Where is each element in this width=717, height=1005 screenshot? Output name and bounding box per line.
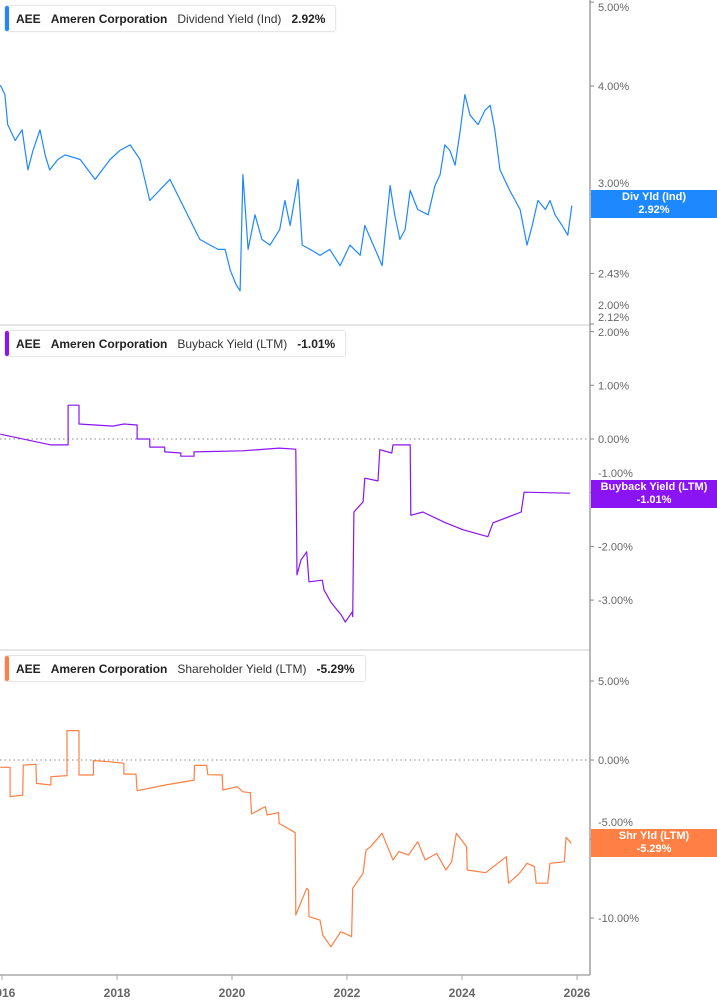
series-color-swatch	[5, 331, 9, 356]
y-tick-label: -1.00%	[598, 468, 633, 480]
legend-value: 2.92%	[291, 11, 326, 26]
legend-company: Ameren Corporation	[50, 661, 168, 676]
y-tick-label: -5.00%	[598, 817, 633, 829]
last-value-badge-shareholder: Shr Yld (LTM) -5.29%	[591, 829, 717, 857]
x-tick-label: 2020	[219, 986, 246, 1000]
y-tick-label: 0.00%	[598, 755, 629, 767]
y-tick-label: 1.00%	[598, 380, 629, 392]
y-tick-label: 0.00%	[598, 434, 629, 446]
series-line-1	[0, 404, 571, 623]
legend-ticker: AEE	[16, 336, 41, 351]
badge-label: Buyback Yield (LTM)	[600, 481, 708, 493]
badge-label: Shr Yld (LTM)	[618, 830, 690, 842]
y-tick-label: 5.00%	[598, 676, 629, 688]
legend-value: -5.29%	[316, 661, 355, 676]
legend-company: Ameren Corporation	[50, 336, 168, 351]
legend-metric: Shareholder Yield (LTM)	[177, 661, 307, 676]
y-tick-label: 2.43%	[598, 268, 629, 280]
x-tick-label: 2016	[0, 986, 16, 1000]
badge-value: 2.92%	[638, 204, 670, 216]
legend-dividend-yield: AEE Ameren Corporation Dividend Yield (I…	[4, 5, 337, 32]
badge-label: Div Yld (Ind)	[622, 191, 686, 203]
legend-metric: Buyback Yield (LTM)	[177, 336, 288, 351]
legend-value: -1.01%	[297, 336, 336, 351]
y-tick-label: -10.00%	[598, 913, 639, 925]
y-tick-label: 3.00%	[598, 178, 629, 190]
badge-value: -5.29%	[636, 843, 672, 855]
x-tick-label: 2018	[104, 986, 131, 1000]
last-value-badge-buyback: Buyback Yield (LTM) -1.01%	[591, 480, 717, 508]
legend-company: Ameren Corporation	[50, 11, 168, 26]
x-tick-label: 2022	[334, 986, 361, 1000]
legend-buyback-yield: AEE Ameren Corporation Buyback Yield (LT…	[4, 330, 347, 357]
y-tick-label: -2.00%	[598, 541, 633, 553]
x-tick-label: 2026	[564, 986, 591, 1000]
series-line-2	[0, 729, 572, 948]
y-tick-label: 2.12%	[598, 312, 629, 324]
series-color-swatch	[5, 6, 9, 31]
y-tick-label: -3.00%	[598, 595, 633, 607]
series-line-0	[0, 84, 573, 292]
badge-value: -1.01%	[636, 494, 672, 506]
legend-ticker: AEE	[16, 11, 41, 26]
y-tick-label: 2.00%	[598, 300, 629, 312]
legend-shareholder-yield: AEE Ameren Corporation Shareholder Yield…	[4, 655, 366, 682]
y-tick-label: 4.00%	[598, 81, 629, 93]
y-tick-label: 2.00%	[598, 327, 629, 339]
x-tick-label: 2024	[449, 986, 476, 1000]
legend-ticker: AEE	[16, 661, 41, 676]
series-color-swatch	[5, 656, 9, 681]
legend-metric: Dividend Yield (Ind)	[177, 11, 282, 26]
y-tick-label: 5.00%	[598, 2, 629, 14]
last-value-badge-dividend: Div Yld (Ind) 2.92%	[591, 190, 717, 218]
